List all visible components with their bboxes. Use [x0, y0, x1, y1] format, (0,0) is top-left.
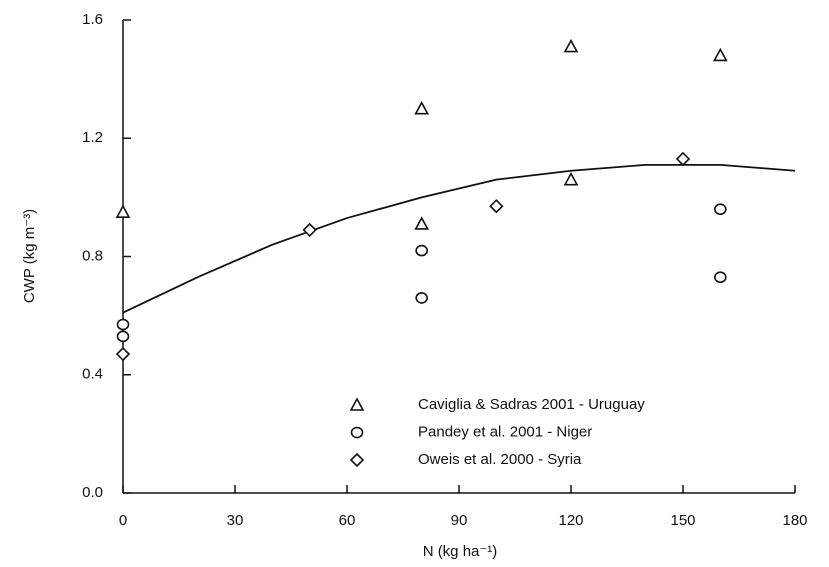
point	[712, 47, 728, 62]
legend-label: Pandey et al. 2001 - Niger	[418, 423, 592, 440]
x-tick-label: 30	[227, 512, 244, 529]
y-tick-label: 0.4	[82, 366, 103, 383]
x-tick-label: 0	[119, 512, 127, 529]
y-tick-label: 0.8	[82, 247, 103, 264]
point	[115, 346, 131, 362]
x-tick-label: 60	[339, 512, 356, 529]
point	[116, 330, 130, 343]
x-tick-label: 150	[670, 512, 695, 529]
point	[563, 171, 579, 186]
y-axis-label: CWP (kg m⁻³)	[21, 209, 38, 303]
y-tick-label: 1.2	[82, 129, 103, 146]
point	[116, 318, 130, 331]
point	[714, 203, 727, 215]
point	[489, 199, 504, 214]
y-tick-label: 1.6	[82, 11, 103, 28]
fit-curve	[122, 163, 796, 314]
legend-label: Oweis et al. 2000 - Syria	[418, 451, 582, 468]
legend-label: Caviglia & Sadras 2001 - Uruguay	[418, 396, 645, 413]
point	[414, 216, 430, 230]
point	[302, 222, 317, 238]
point	[714, 271, 727, 283]
x-axis-label: N (kg ha⁻¹)	[423, 543, 498, 560]
legend-marker	[350, 426, 364, 439]
point	[415, 244, 428, 257]
y-tick-label: 0.0	[82, 484, 103, 501]
point	[415, 292, 428, 304]
point	[675, 151, 691, 167]
x-tick-label: 90	[451, 512, 468, 529]
point	[414, 101, 430, 115]
x-tick-label: 120	[558, 512, 583, 529]
point	[563, 38, 579, 53]
point	[115, 204, 131, 218]
x-tick-label: 180	[782, 512, 807, 529]
legend-marker	[349, 452, 365, 468]
legend-marker	[349, 397, 365, 411]
